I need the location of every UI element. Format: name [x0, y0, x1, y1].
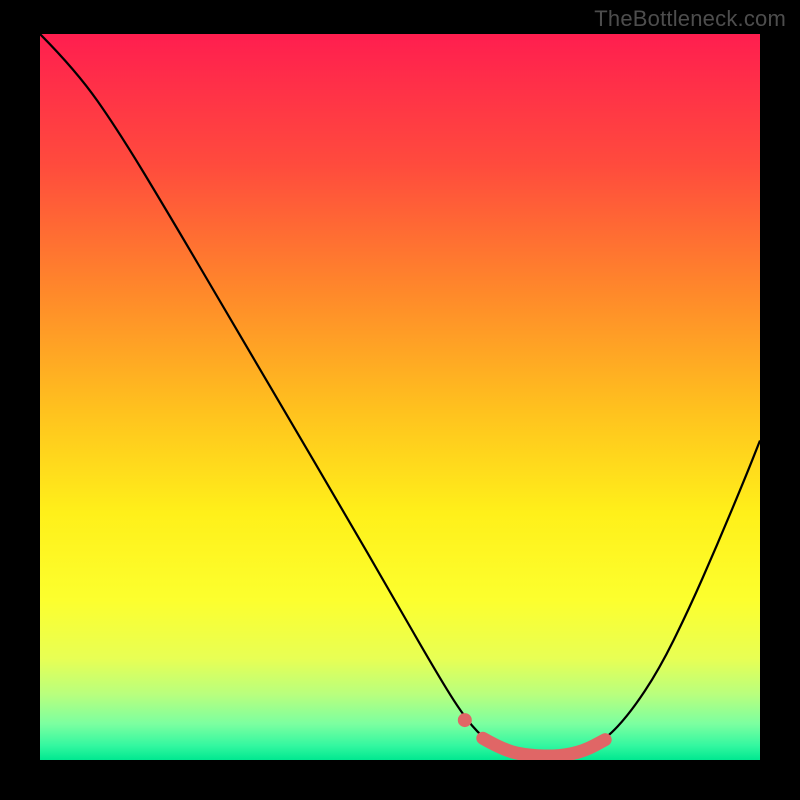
selection-marker [458, 713, 472, 727]
chart-frame: TheBottleneck.com [0, 0, 800, 800]
gradient-background [40, 34, 760, 760]
plot-area [40, 34, 760, 760]
watermark-text: TheBottleneck.com [594, 6, 786, 32]
line-chart [40, 34, 760, 760]
